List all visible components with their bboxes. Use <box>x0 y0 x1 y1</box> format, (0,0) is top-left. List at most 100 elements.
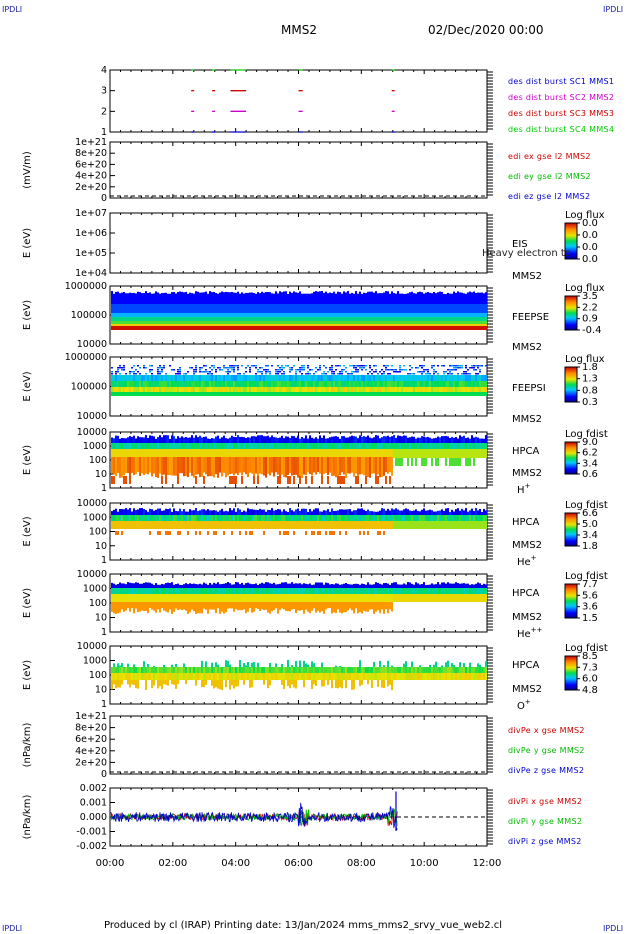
burst-legend-entry: des dist burst SC2 MMS2 <box>508 93 614 102</box>
hpca_he-cell <box>475 521 477 529</box>
feepse-cell <box>325 313 327 317</box>
feepse-cell <box>387 317 389 321</box>
feepse-cell <box>449 324 451 326</box>
feepse-cell <box>169 321 171 324</box>
feepse-cell <box>343 324 345 326</box>
feepse-cell <box>121 304 123 313</box>
feepsi-cell <box>117 381 119 387</box>
hpca_h-cell <box>395 443 397 449</box>
feepse-cell <box>417 313 419 317</box>
feepsi-cell <box>149 392 151 396</box>
hpca_he-cell <box>255 509 257 515</box>
feepse-cell <box>391 313 393 317</box>
hpca_h-cell <box>235 476 237 484</box>
feepse-cell <box>205 317 207 321</box>
hpca_h-cell <box>277 443 279 449</box>
hpca_h-cell <box>217 435 219 443</box>
hpca_he-cell <box>309 508 311 515</box>
feepse-cell <box>447 313 449 317</box>
hpca_h-cell <box>161 449 163 457</box>
feepsi-cell <box>373 381 375 387</box>
feepse-cell <box>435 293 437 304</box>
feepse-cell <box>449 293 451 304</box>
feepse-cell <box>477 313 479 317</box>
hpca_he-cell <box>157 508 159 515</box>
feepse-cell <box>293 324 295 326</box>
hpca_he2-colorbar <box>564 583 578 619</box>
hpca_he-cell <box>417 521 419 529</box>
feepsi-cell <box>479 369 481 371</box>
feepse-cell <box>341 324 343 326</box>
feepse-cell <box>373 321 375 324</box>
feepsi-cell <box>479 365 481 367</box>
hpca_h-cell <box>317 438 319 443</box>
feepse-cell <box>333 304 335 313</box>
feepse-cell <box>209 304 211 313</box>
feepse-cell <box>169 317 171 321</box>
feepsi-cell <box>347 375 349 381</box>
feepsi-cell <box>323 381 325 387</box>
feepse-cell <box>221 304 223 313</box>
feepsi-cell <box>135 392 137 396</box>
feepsi-cell <box>169 365 171 367</box>
feepse-cell <box>411 317 413 321</box>
hpca_he-cell <box>451 515 453 521</box>
feepse-cell <box>305 293 307 304</box>
hpca_he-cell <box>135 510 137 515</box>
feepsi-cell <box>371 369 373 371</box>
hpca_h-cell <box>337 443 339 449</box>
feepse-cell <box>311 293 313 304</box>
feepsi-cell <box>255 387 257 392</box>
feepse-cell <box>153 313 155 317</box>
hpca_he-cell <box>311 521 313 529</box>
hpca_h-cell <box>383 436 385 443</box>
feepsi-cell <box>297 392 299 396</box>
feepse-cell <box>437 317 439 321</box>
feepsi-cell <box>461 365 463 367</box>
feepsi-cell <box>303 369 305 371</box>
feepse-cell <box>317 313 319 317</box>
hpca_he-charge-label: + <box>531 554 537 562</box>
feepsi-cell <box>197 387 199 392</box>
feepse-cell <box>367 317 369 321</box>
feepse-cell <box>223 326 225 330</box>
feepse-cell <box>287 317 289 321</box>
hpca_he2-cell <box>159 588 161 594</box>
feepsi-cell <box>283 371 285 373</box>
hpca_he2-cell <box>191 602 193 610</box>
hpca_h-cell <box>233 449 235 457</box>
hpca_h-cell <box>395 437 397 443</box>
feepse-cell <box>431 304 433 313</box>
hpca_he-cell <box>383 521 385 529</box>
hpca_he2-cell <box>113 594 115 602</box>
feepse-cell <box>277 304 279 313</box>
feepse-cell <box>313 291 315 304</box>
feepsi-cell <box>215 381 217 387</box>
hpca_he-cell <box>351 515 353 521</box>
hpca_he2-cell <box>195 588 197 594</box>
feepse-cell <box>359 313 361 317</box>
feepsi-cell <box>441 387 443 392</box>
hpca_he2-cell <box>147 602 149 614</box>
hpca_he-cell <box>299 515 301 521</box>
feepse-cell <box>237 324 239 326</box>
hpca_he-cell <box>211 515 213 521</box>
feepse-cell <box>459 317 461 321</box>
feepsi-cell <box>291 381 293 387</box>
feepse-cell <box>459 326 461 330</box>
hpca_he2-cell <box>135 588 137 594</box>
edi-ytick-label: 0 <box>101 193 107 204</box>
hpca_h-cell <box>481 443 483 449</box>
hpca_he2-ytick-label: 10 <box>95 613 107 624</box>
feepse-cell <box>185 326 187 330</box>
hpca_he-cell <box>237 515 239 521</box>
feepse-cell <box>459 304 461 313</box>
feepse-cell <box>141 293 143 304</box>
hpca_h-cell <box>153 457 155 474</box>
hpca_he-cell <box>333 521 335 529</box>
feepse-cell <box>327 321 329 324</box>
feepse-cell <box>303 321 305 324</box>
feepsi-cell <box>393 381 395 387</box>
feepsi-cell <box>113 381 115 387</box>
hpca_h-cell <box>255 443 257 449</box>
